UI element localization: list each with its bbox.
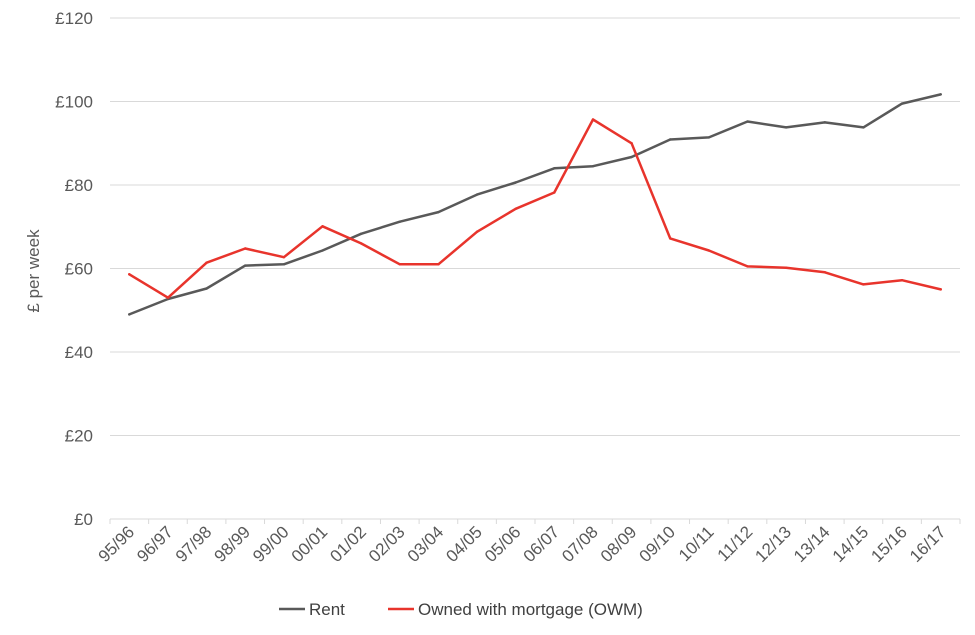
data-point <box>205 261 208 264</box>
legend-label: Owned with mortgage (OWM) <box>418 600 643 619</box>
data-point <box>514 207 517 210</box>
x-tick-label: 05/06 <box>481 522 525 566</box>
data-point <box>669 237 672 240</box>
x-tick-label: 01/02 <box>326 522 370 566</box>
data-point <box>475 230 479 233</box>
data-point <box>128 313 131 316</box>
data-point <box>669 138 672 141</box>
y-tick-label: £100 <box>55 93 93 112</box>
x-tick-label: 13/14 <box>790 522 834 566</box>
data-point <box>437 263 440 266</box>
data-point <box>321 225 324 228</box>
y-tick-label: £80 <box>65 176 93 195</box>
series-line-rent <box>128 93 942 316</box>
data-point <box>475 193 479 196</box>
y-axis-tick-labels: £0 £20 £40 £60 £80 £100 £120 <box>55 9 93 529</box>
data-point <box>746 265 749 268</box>
x-tick-label: 08/09 <box>597 522 641 566</box>
data-point <box>591 165 595 168</box>
data-point <box>321 249 324 252</box>
series-line-owm <box>128 118 942 299</box>
data-point <box>591 118 595 121</box>
x-tick-label: 07/08 <box>558 522 602 566</box>
data-point <box>398 263 401 266</box>
y-axis-title: £ per week <box>24 229 43 313</box>
y-tick-label: £20 <box>65 427 93 446</box>
data-point <box>784 266 788 269</box>
data-point <box>282 263 286 266</box>
x-tick-label: 14/15 <box>829 522 873 566</box>
data-point <box>630 155 633 159</box>
data-point <box>707 136 711 139</box>
x-tick-label: 06/07 <box>520 522 564 566</box>
data-point <box>900 102 904 105</box>
x-tick-label: 12/13 <box>751 522 795 566</box>
data-point <box>244 247 247 250</box>
data-point <box>862 126 865 129</box>
data-point <box>823 271 826 274</box>
x-tick-label: 09/10 <box>636 522 680 566</box>
x-tick-label: 04/05 <box>442 522 486 566</box>
x-tick-label: 11/12 <box>714 522 757 565</box>
x-tick-label: 02/03 <box>365 522 409 566</box>
y-tick-label: £0 <box>74 510 93 529</box>
data-series <box>128 93 942 316</box>
data-point <box>282 256 286 259</box>
data-point <box>359 232 363 236</box>
data-point <box>900 278 904 282</box>
data-point <box>205 287 208 290</box>
y-tick-label: £60 <box>65 260 93 279</box>
y-tick-label: £120 <box>55 9 93 28</box>
data-point <box>166 296 170 299</box>
data-point <box>746 120 749 123</box>
data-point <box>514 181 517 184</box>
legend-label: Rent <box>309 600 345 619</box>
x-tick-label: 95/96 <box>95 522 139 566</box>
data-point <box>939 93 942 96</box>
x-axis <box>109 518 961 524</box>
y-tick-label: £40 <box>65 343 93 362</box>
legend-item-rent: Rent <box>279 600 345 619</box>
x-tick-label: 15/16 <box>867 522 911 566</box>
data-point <box>553 191 556 194</box>
x-tick-label: 10/11 <box>675 522 718 565</box>
data-point <box>707 249 711 252</box>
legend-item-owm: Owned with mortgage (OWM) <box>388 600 643 619</box>
x-tick-label: 03/04 <box>404 522 448 566</box>
x-tick-label: 16/17 <box>906 522 950 566</box>
x-tick-label: 00/01 <box>288 522 332 566</box>
data-point <box>553 167 556 170</box>
data-point <box>359 242 363 245</box>
x-tick-label: 96/97 <box>133 522 177 566</box>
x-tick-label: 99/00 <box>249 522 293 566</box>
data-point <box>128 273 131 276</box>
data-point <box>398 220 401 223</box>
data-point <box>244 264 247 267</box>
x-tick-label: 97/98 <box>172 522 216 566</box>
legend: Rent Owned with mortgage (OWM) <box>279 600 643 619</box>
x-axis-tick-labels: 95/9696/9797/9898/9999/0000/0101/0202/03… <box>95 522 950 566</box>
data-point <box>862 283 865 286</box>
data-point <box>784 126 788 129</box>
data-point <box>437 210 440 214</box>
data-point <box>823 121 826 124</box>
x-tick-label: 98/99 <box>211 522 255 566</box>
data-point <box>939 288 942 291</box>
gridlines <box>110 17 960 436</box>
data-point <box>630 142 633 145</box>
